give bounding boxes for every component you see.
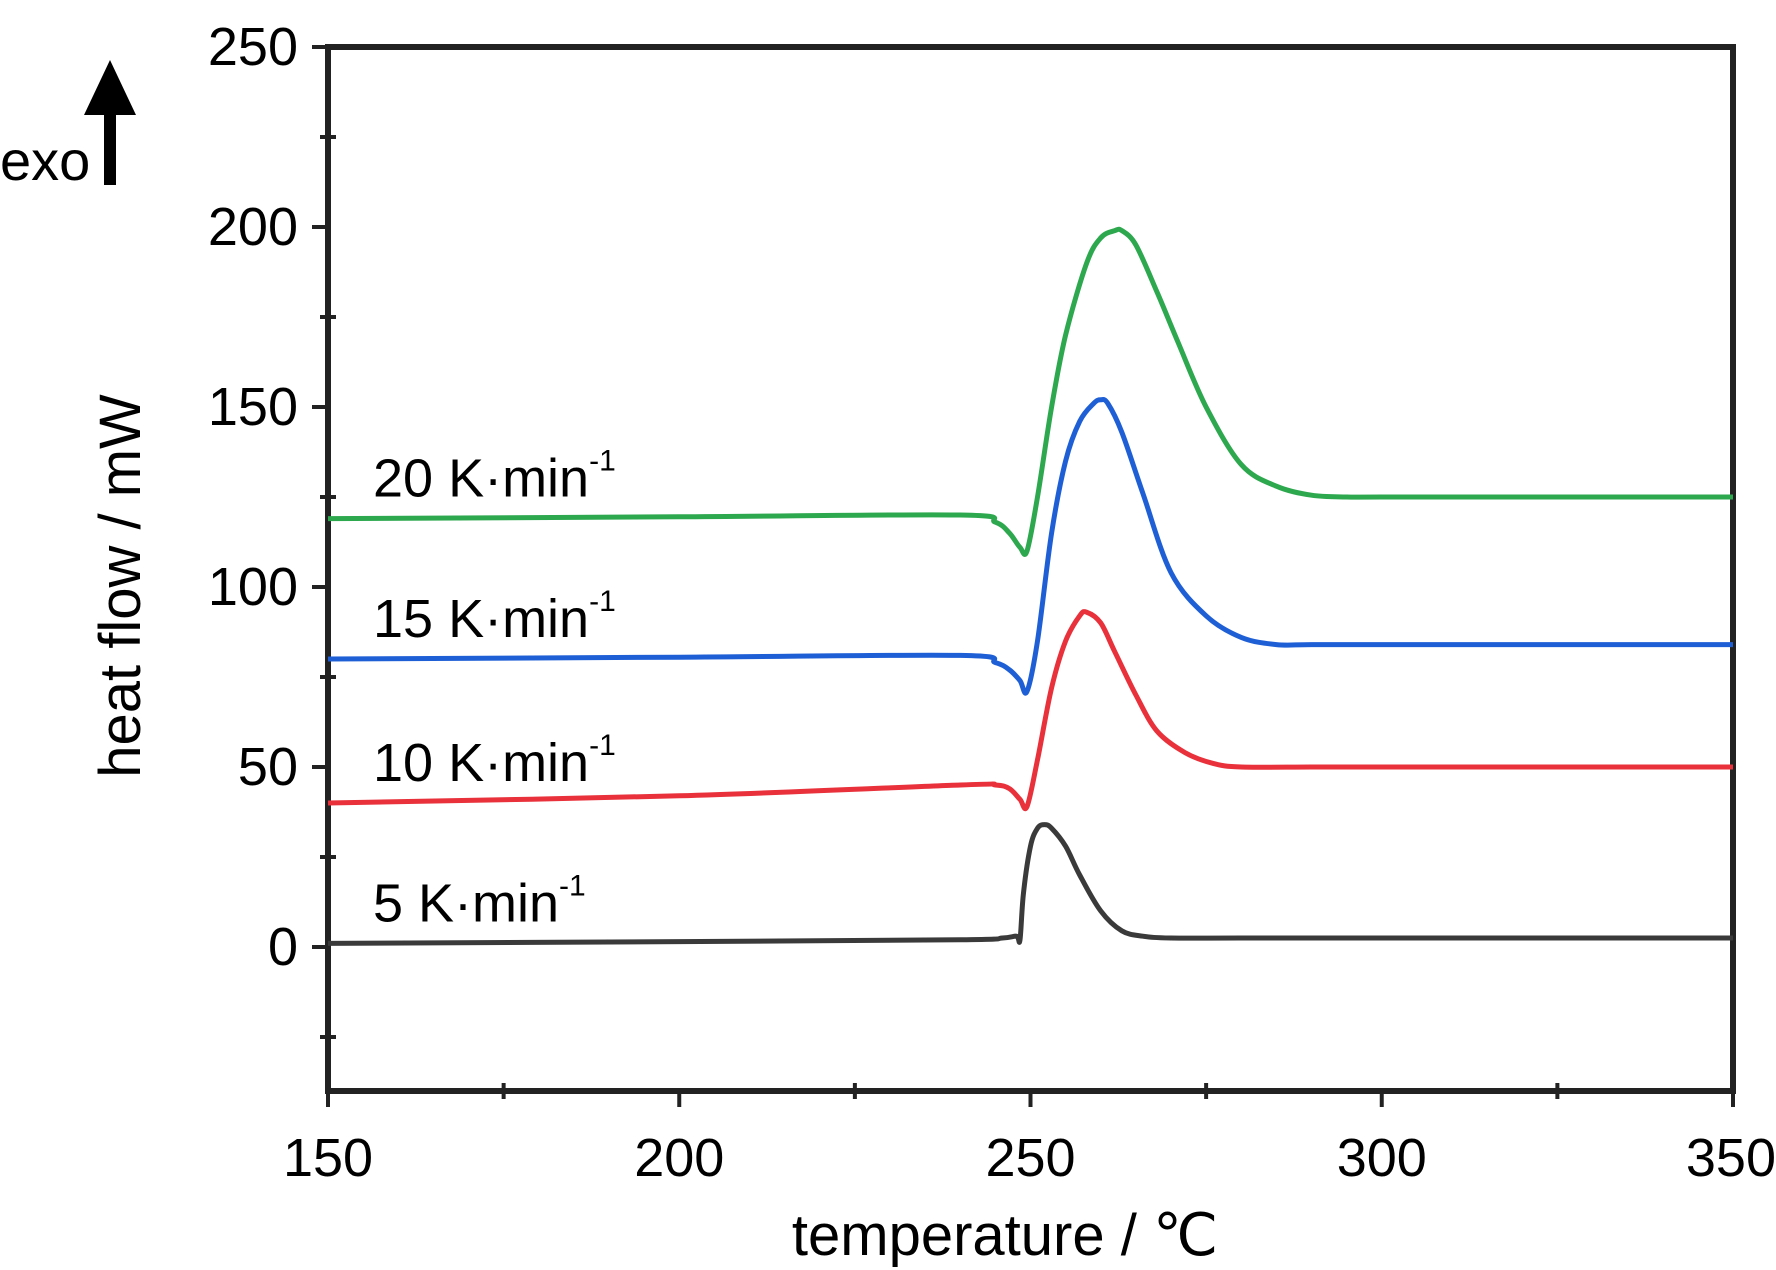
series-label-superscript: -1 [589,729,616,762]
axis-ticks: 150 200 250 300 350 0 50 100 150 200 250 [208,17,1776,1188]
series-label-superscript: -1 [589,585,616,618]
series-line-3 [327,822,1733,946]
x-tick-label: 150 [283,1128,373,1188]
x-axis-title: temperature / ℃ [792,1203,1218,1268]
series-label-text: 20 K·min [373,449,589,509]
exo-arrow-icon [84,60,136,185]
y-tick-label: 100 [208,557,298,617]
series-line-1 [327,397,1733,696]
y-tick-label: 50 [238,737,298,797]
y-tick-label: 200 [208,197,298,257]
series-label-1: 15 K·min-1 [373,585,616,649]
y-axis-title: heat flow / mW [88,394,153,778]
series-label-2: 10 K·min-1 [373,729,616,793]
y-tick-label: 250 [208,17,298,77]
series-label-3: 5 K·min-1 [373,869,586,933]
series-line-2 [327,609,1733,812]
series-label-superscript: -1 [589,445,616,478]
y-tick-label: 150 [208,377,298,437]
series-label-text: 15 K·min [373,589,589,649]
series-label-text: 5 K·min [373,873,559,933]
x-tick-label: 250 [985,1128,1075,1188]
x-tick-label: 350 [1686,1128,1776,1188]
x-tick-label: 200 [634,1128,724,1188]
series-line-0 [327,226,1734,557]
series-labels: 20 K·min-115 K·min-110 K·min-15 K·min-1 [373,445,616,934]
x-tick-label: 300 [1337,1128,1427,1188]
y-tick-label: 0 [268,917,298,977]
plot-frame [325,44,1736,1094]
series-label-0: 20 K·min-1 [373,445,616,509]
series-lines [327,226,1734,946]
exo-label: exo [0,129,90,192]
series-label-superscript: -1 [559,869,586,902]
series-label-text: 10 K·min [373,733,589,793]
